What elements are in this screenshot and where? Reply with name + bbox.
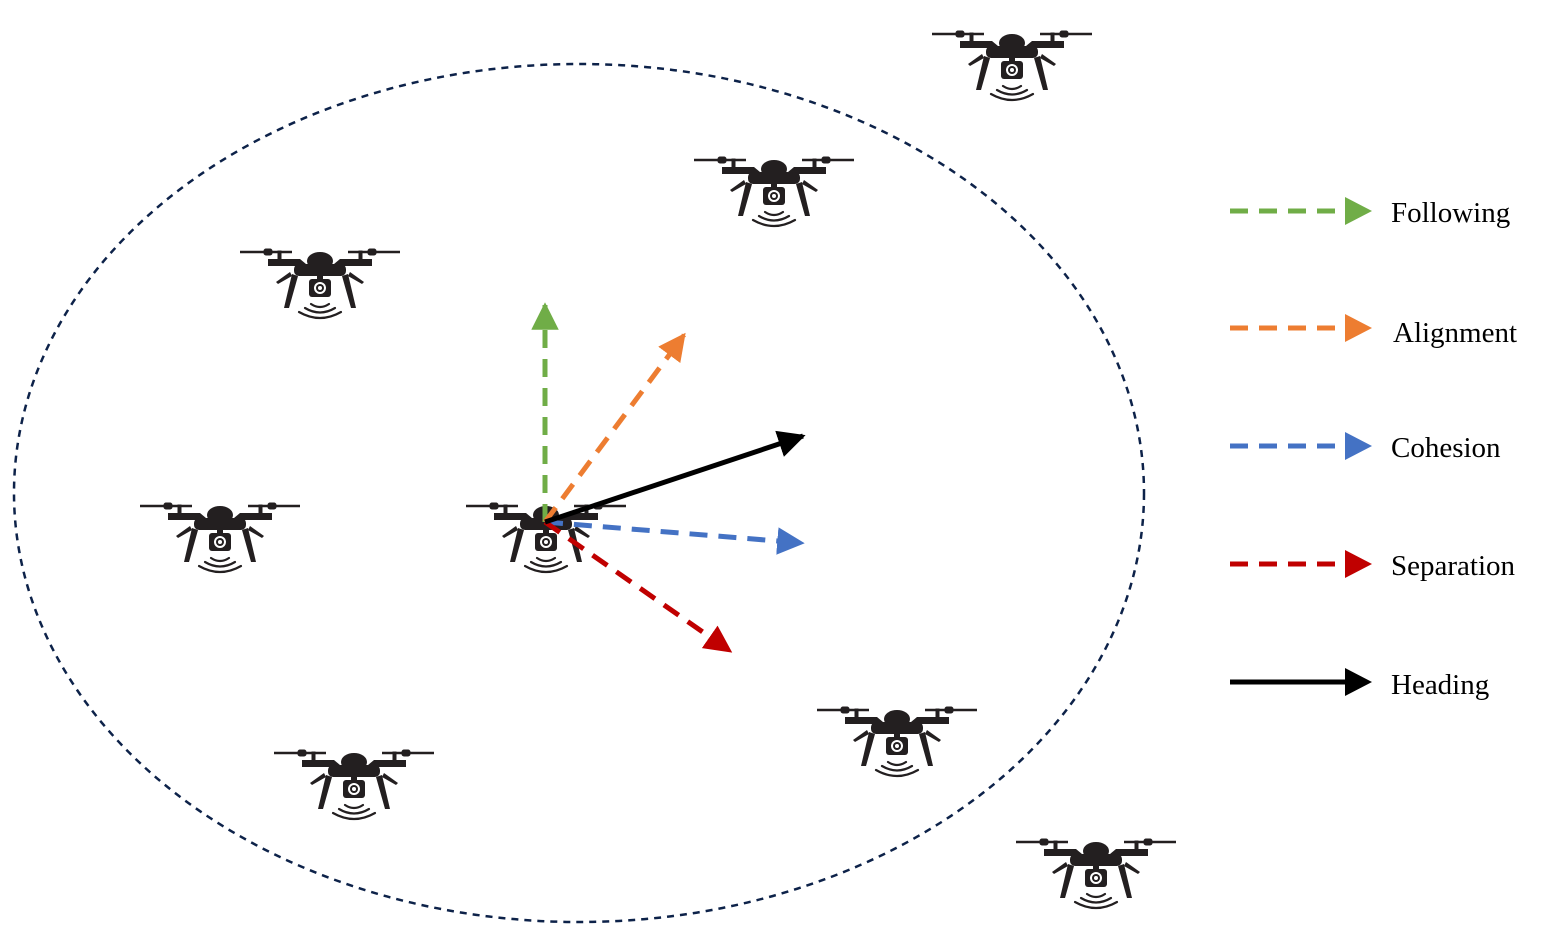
drone-icon — [692, 155, 856, 228]
legend-arrowhead-following — [1345, 197, 1372, 225]
legend-label-alignment: Alignment — [1393, 317, 1517, 349]
heading-vector — [544, 430, 806, 525]
drone-icon — [815, 705, 979, 778]
legend-label-following: Following — [1391, 197, 1510, 229]
neighborhood-boundary — [12, 62, 1146, 924]
legend-arrowhead-cohesion — [1345, 432, 1372, 460]
drone-icon — [930, 29, 1094, 102]
separation-vector — [543, 519, 733, 654]
legend-label-separation: Separation — [1391, 550, 1516, 582]
legend-arrowhead-alignment — [1345, 314, 1372, 342]
drone-icon — [1014, 837, 1178, 910]
legend-label-heading: Heading — [1391, 669, 1489, 701]
legend: Following Alignment Cohesion Separation … — [1230, 197, 1517, 701]
legend-label-cohesion: Cohesion — [1391, 432, 1501, 464]
alignment-vector — [542, 332, 687, 524]
drone-icon — [238, 247, 402, 320]
cohesion-vector — [544, 519, 805, 555]
legend-item-following: Following — [1230, 197, 1510, 229]
legend-arrowhead-heading — [1345, 668, 1372, 696]
legend-arrowhead-separation — [1345, 550, 1372, 578]
legend-item-heading: Heading — [1230, 668, 1489, 701]
legend-item-cohesion: Cohesion — [1230, 432, 1501, 464]
drone-icon — [272, 748, 436, 821]
legend-item-separation: Separation — [1230, 550, 1516, 582]
legend-item-alignment: Alignment — [1230, 314, 1517, 349]
drone-icon — [138, 501, 302, 574]
